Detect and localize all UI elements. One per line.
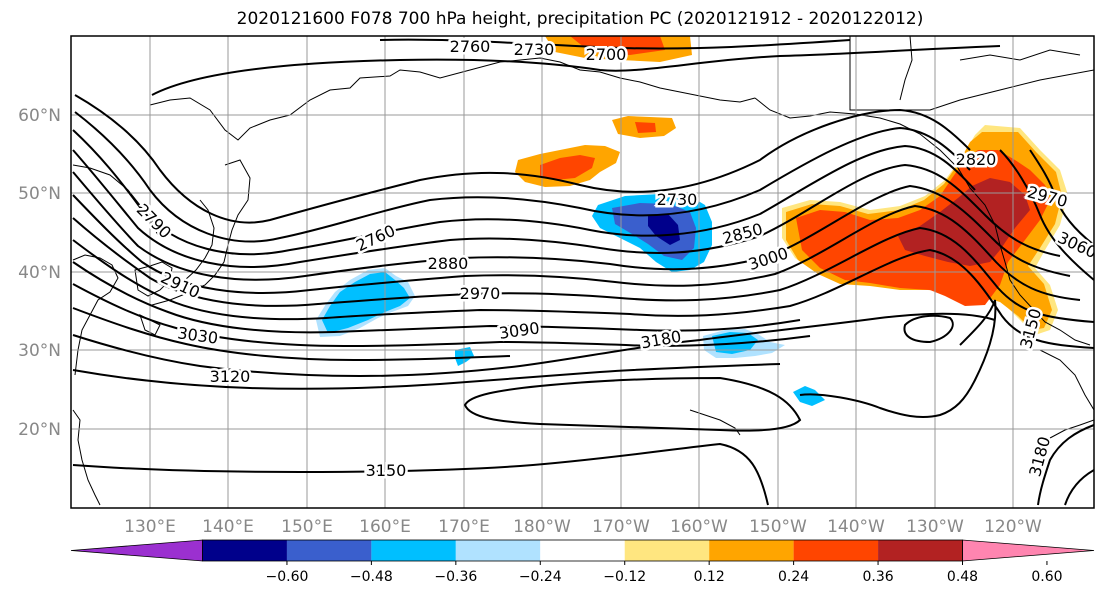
colorbar-segment: [202, 540, 287, 561]
lon-label: 130°W: [906, 517, 964, 537]
colorbar-tick-label: 0.12: [694, 569, 725, 585]
contour-label: 3090: [498, 318, 541, 342]
lon-label: 150°E: [281, 517, 333, 537]
contour-label: 2880: [428, 254, 469, 273]
colorbar: −0.60 −0.48 −0.36 −0.24 −0.12 0.12 0.24 0.36 0.4…: [70, 539, 1095, 585]
height-contours: [72, 38, 1094, 506]
colorbar-tick-label: 0.60: [1031, 569, 1062, 585]
colorbar-segment: [455, 540, 541, 561]
colorbar-tick-label: −0.60: [265, 569, 308, 585]
lon-label: 150°W: [749, 517, 807, 537]
contour-label: 2700: [586, 45, 627, 64]
lon-label: 170°W: [592, 517, 650, 537]
colorbar-segment: [793, 540, 879, 561]
lon-label: 180°W: [513, 517, 571, 537]
contour-label: 2760: [450, 37, 491, 56]
colorbar-segment: [371, 540, 456, 561]
colorbar-tick-label: 0.24: [778, 569, 809, 585]
colorbar-extend-low: [70, 539, 203, 562]
colorbar-tick-label: 0.48: [947, 569, 978, 585]
colorbar-tick-label: 0.36: [862, 569, 893, 585]
longitude-labels: 130°E 140°E 150°E 160°E 170°E 180°W 170°…: [124, 517, 1042, 537]
contour-label: 2970: [460, 284, 501, 303]
lat-label: 30°N: [18, 341, 61, 361]
lat-label: 20°N: [18, 420, 61, 440]
colorbar-tick-label: −0.12: [603, 569, 646, 585]
contour-label: 3150: [366, 461, 407, 480]
colorbar-frame: [202, 539, 963, 562]
colorbar-segment: [624, 540, 710, 561]
colorbar-tick-label: −0.48: [350, 569, 393, 585]
contour-label: 2730: [514, 40, 555, 59]
colorbar-tick-label: −0.36: [434, 569, 477, 585]
lat-label: 50°N: [18, 184, 61, 204]
map-area: 2760 2730 2700 2790 2910 3030 3120 3150 …: [71, 36, 1094, 508]
lon-label: 170°E: [438, 517, 490, 537]
colorbar-tick-label: −0.24: [519, 569, 562, 585]
lon-label: 120°W: [984, 517, 1042, 537]
lat-label: 60°N: [18, 106, 61, 126]
lon-label: 140°E: [202, 517, 254, 537]
lon-label: 160°E: [359, 517, 411, 537]
contour-label: 2820: [956, 150, 997, 169]
lon-label: 160°W: [670, 517, 728, 537]
colorbar-segment: [286, 540, 372, 561]
colorbar-segment: [709, 540, 794, 561]
lon-label: 130°E: [124, 517, 176, 537]
colorbar-segment: [878, 540, 963, 561]
map-title: 2020121600 F078 700 hPa height, precipit…: [236, 9, 924, 29]
latitude-labels: 60°N 50°N 40°N 30°N 20°N: [18, 106, 61, 440]
map-frame: [70, 35, 1095, 509]
colorbar-segment: [540, 540, 625, 561]
lat-label: 40°N: [18, 263, 61, 283]
contour-label: 3120: [210, 367, 251, 386]
lon-label: 140°W: [827, 517, 885, 537]
colorbar-extend-high: [962, 539, 1095, 562]
contour-label: 2730: [657, 190, 698, 209]
